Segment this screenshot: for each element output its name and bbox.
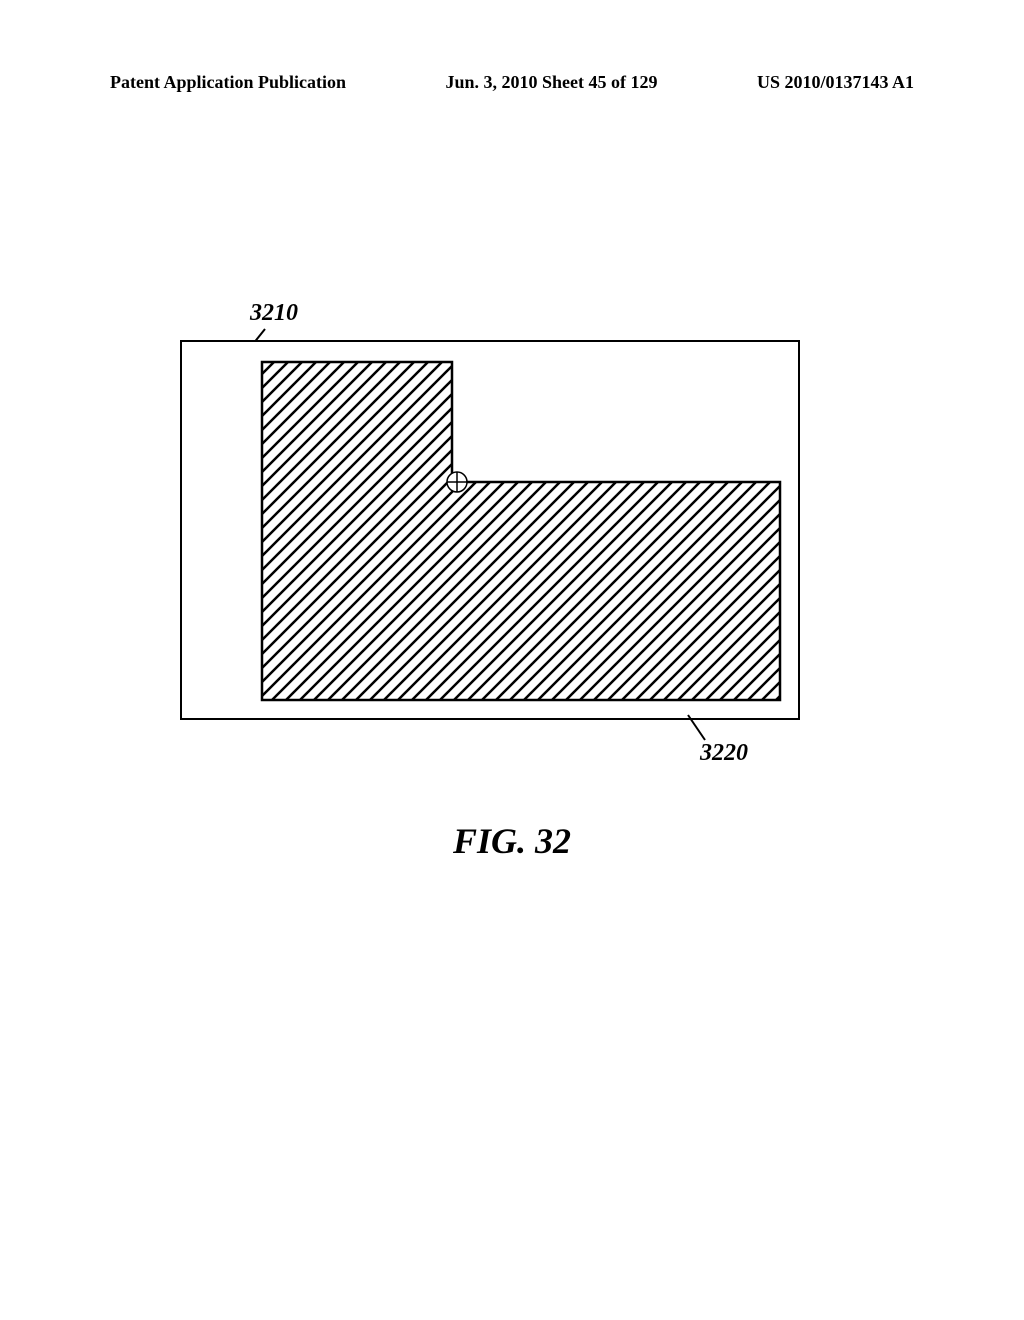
figure-caption: FIG. 32: [0, 820, 1024, 862]
figure-outer-box: [180, 340, 800, 720]
hatched-l-shape: [182, 342, 802, 722]
figure-32-container: [180, 340, 800, 720]
header-publication-type: Patent Application Publication: [110, 72, 346, 93]
header-date-sheet: Jun. 3, 2010 Sheet 45 of 129: [445, 72, 657, 93]
center-registration-mark: [447, 472, 467, 492]
header-patent-number: US 2010/0137143 A1: [757, 72, 914, 93]
page-header: Patent Application Publication Jun. 3, 2…: [0, 72, 1024, 93]
reference-label-3220: 3220: [700, 740, 748, 767]
reference-label-3210: 3210: [250, 300, 298, 327]
